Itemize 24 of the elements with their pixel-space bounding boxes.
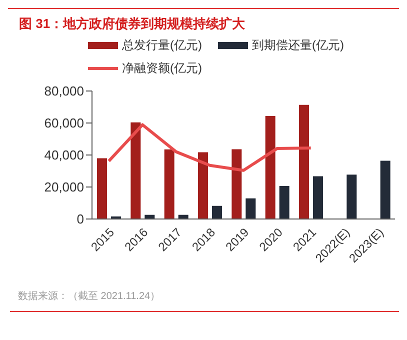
bar [164, 149, 174, 219]
y-tick-label: 20,000 [44, 180, 84, 195]
y-tick-label: 80,000 [44, 84, 84, 99]
bar [232, 149, 242, 219]
legend-label: 净融资额(亿元) [122, 60, 202, 77]
bar [279, 186, 290, 219]
bar [265, 116, 276, 219]
legend-label: 总发行量(亿元) [122, 37, 202, 54]
line-series [107, 123, 312, 172]
bar [313, 176, 323, 219]
bar [246, 198, 256, 219]
y-tick-label: 60,000 [44, 116, 84, 131]
y-tick-label: 0 [76, 212, 84, 227]
bar [346, 174, 357, 219]
bar [198, 152, 208, 219]
chart-title: 图 31：地方政府债券到期规模持续扩大 [18, 15, 246, 33]
bar [380, 160, 390, 219]
bar [130, 122, 141, 219]
bar [299, 104, 309, 219]
legend-label: 到期偿还量(亿元) [252, 37, 344, 54]
y-tick-label: 40,000 [44, 148, 84, 163]
bar [97, 158, 107, 219]
bar [212, 206, 222, 219]
source-note: 数据来源：（截至 2021.11.24） [17, 290, 162, 303]
